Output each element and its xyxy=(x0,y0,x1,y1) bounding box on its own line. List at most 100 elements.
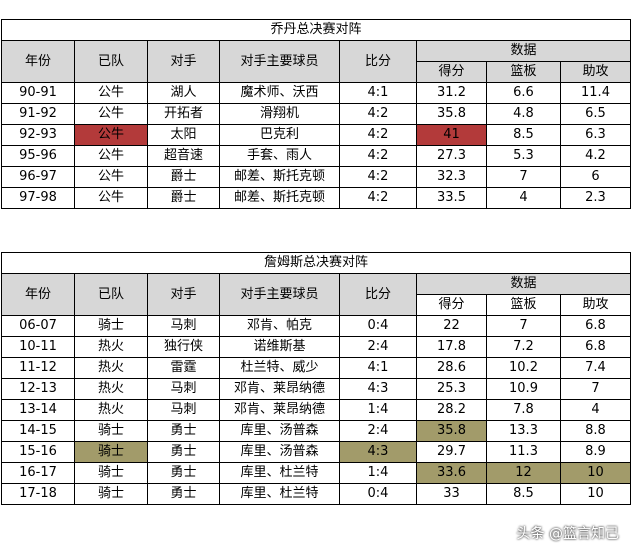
cell-rebounds: 8.5 xyxy=(486,483,561,505)
table-row: 16-17 骑士 勇士 库里、杜兰特 1:4 33.6 12 10 xyxy=(1,462,631,484)
cell-year: 14-15 xyxy=(1,420,75,442)
cell-assists: 4 xyxy=(560,399,631,421)
cell-opponent: 爵士 xyxy=(147,166,220,188)
watermark: 头条 @篮言知己 xyxy=(516,526,619,542)
table-row: 10-11 热火 独行侠 诺维斯基 2:4 17.8 7.2 6.8 xyxy=(1,336,631,358)
cell-points: 25.3 xyxy=(416,378,487,400)
cell-year: 17-18 xyxy=(1,483,75,505)
header-assists: 助攻 xyxy=(560,294,631,316)
cell-points: 33.5 xyxy=(416,187,487,209)
table-row: 14-15 骑士 勇士 库里、汤普森 2:4 35.8 13.3 8.8 xyxy=(1,420,631,442)
header-rebounds: 篮板 xyxy=(486,61,561,83)
cell-players: 邓肯、莱昂纳德 xyxy=(219,399,340,421)
cell-players: 手套、雨人 xyxy=(219,145,340,167)
cell-team: 骑士 xyxy=(74,483,148,505)
cell-score: 4:2 xyxy=(339,166,417,188)
cell-opponent: 马刺 xyxy=(147,399,220,421)
cell-points: 32.3 xyxy=(416,166,487,188)
cell-team: 热火 xyxy=(74,357,148,379)
cell-rebounds: 10.9 xyxy=(486,378,561,400)
cell-players: 魔术师、沃西 xyxy=(219,82,340,104)
header-team: 已队 xyxy=(74,40,148,83)
cell-points: 22 xyxy=(416,315,487,337)
cell-assists: 2.3 xyxy=(560,187,631,209)
header-points: 得分 xyxy=(416,61,487,83)
cell-year: 16-17 xyxy=(1,462,75,484)
cell-score: 4:2 xyxy=(339,187,417,209)
cell-team: 公牛 xyxy=(74,166,148,188)
cell-assists: 6.8 xyxy=(560,315,631,337)
cell-opponent: 超音速 xyxy=(147,145,220,167)
cell-rebounds: 4 xyxy=(486,187,561,209)
cell-players: 库里、杜兰特 xyxy=(219,462,340,484)
cell-opponent: 独行侠 xyxy=(147,336,220,358)
cell-points: 31.2 xyxy=(416,82,487,104)
cell-points: 29.7 xyxy=(416,441,487,463)
header-points: 得分 xyxy=(416,294,487,316)
cell-team: 热火 xyxy=(74,378,148,400)
cell-team: 骑士 xyxy=(74,420,148,442)
cell-players: 邮差、斯托克顿 xyxy=(219,187,340,209)
table-row: 17-18 骑士 勇士 库里、杜兰特 0:4 33 8.5 10 xyxy=(1,483,631,505)
cell-players: 邓肯、莱昂纳德 xyxy=(219,378,340,400)
cell-team-highlighted: 公牛 xyxy=(74,124,148,146)
cell-players: 库里、杜兰特 xyxy=(219,483,340,505)
table-row: 96-97 公牛 爵士 邮差、斯托克顿 4:2 32.3 7 6 xyxy=(1,166,631,188)
table-row: 90-91 公牛 湖人 魔术师、沃西 4:1 31.2 6.6 11.4 xyxy=(1,82,631,104)
cell-opponent: 马刺 xyxy=(147,315,220,337)
header-players: 对手主要球员 xyxy=(219,40,340,83)
table-row: 92-93 公牛 太阳 巴克利 4:2 41 8.5 6.3 xyxy=(1,124,631,146)
cell-team: 公牛 xyxy=(74,103,148,125)
cell-rebounds: 7.8 xyxy=(486,399,561,421)
cell-opponent: 湖人 xyxy=(147,82,220,104)
cell-assists: 4.2 xyxy=(560,145,631,167)
cell-points: 33 xyxy=(416,483,487,505)
header-team: 已队 xyxy=(74,273,148,316)
cell-score: 0:4 xyxy=(339,483,417,505)
cell-players: 杜兰特、威少 xyxy=(219,357,340,379)
cell-points-highlighted: 33.6 xyxy=(416,462,487,484)
cell-team-highlighted: 骑士 xyxy=(74,441,148,463)
cell-opponent: 太阳 xyxy=(147,124,220,146)
cell-players: 库里、汤普森 xyxy=(219,420,340,442)
cell-assists: 6.8 xyxy=(560,336,631,358)
header-players: 对手主要球员 xyxy=(219,273,340,316)
cell-rebounds-highlighted: 12 xyxy=(486,462,561,484)
header-stats: 数据 xyxy=(416,273,631,295)
cell-score: 0:4 xyxy=(339,315,417,337)
header-stats: 数据 xyxy=(416,40,631,62)
header-opponent: 对手 xyxy=(147,40,220,83)
cell-rebounds: 7 xyxy=(486,315,561,337)
cell-year: 06-07 xyxy=(1,315,75,337)
cell-year: 12-13 xyxy=(1,378,75,400)
cell-score: 4:1 xyxy=(339,82,417,104)
header-year: 年份 xyxy=(1,40,75,83)
cell-score-highlighted: 4:3 xyxy=(339,441,417,463)
cell-players: 邓肯、帕克 xyxy=(219,315,340,337)
cell-team: 热火 xyxy=(74,399,148,421)
cell-score: 4:2 xyxy=(339,145,417,167)
cell-score: 2:4 xyxy=(339,420,417,442)
cell-team: 热火 xyxy=(74,336,148,358)
cell-team: 骑士 xyxy=(74,315,148,337)
cell-year: 15-16 xyxy=(1,441,75,463)
header-score: 比分 xyxy=(339,273,417,316)
table-title: 乔丹总决赛对阵 xyxy=(1,19,631,41)
cell-team: 公牛 xyxy=(74,187,148,209)
cell-team: 公牛 xyxy=(74,82,148,104)
table-row: 13-14 热火 马刺 邓肯、莱昂纳德 1:4 28.2 7.8 4 xyxy=(1,399,631,421)
cell-players: 滑翔机 xyxy=(219,103,340,125)
cell-points: 28.2 xyxy=(416,399,487,421)
cell-assists: 8.8 xyxy=(560,420,631,442)
cell-rebounds: 7.2 xyxy=(486,336,561,358)
header-opponent: 对手 xyxy=(147,273,220,316)
cell-year: 10-11 xyxy=(1,336,75,358)
table-row: 15-16 骑士 勇士 库里、汤普森 4:3 29.7 11.3 8.9 xyxy=(1,441,631,463)
table-title: 詹姆斯总决赛对阵 xyxy=(1,252,631,274)
cell-points: 28.6 xyxy=(416,357,487,379)
cell-rebounds: 13.3 xyxy=(486,420,561,442)
cell-year: 91-92 xyxy=(1,103,75,125)
cell-opponent: 开拓者 xyxy=(147,103,220,125)
header-assists: 助攻 xyxy=(560,61,631,83)
cell-opponent: 勇士 xyxy=(147,483,220,505)
